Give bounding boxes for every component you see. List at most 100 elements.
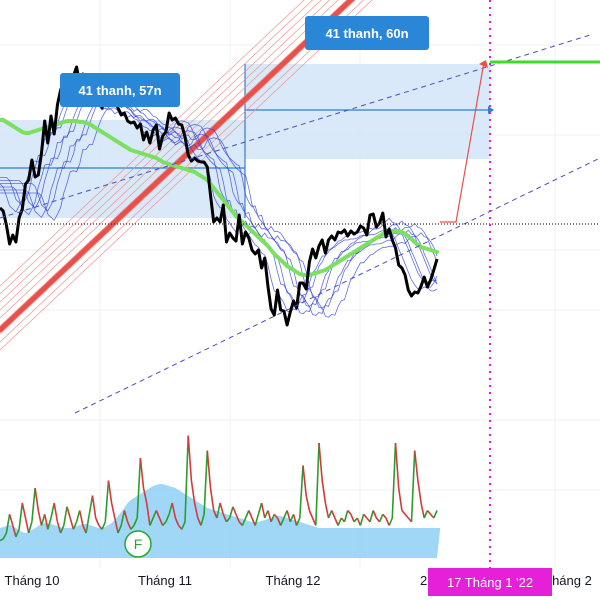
oscillator-segment	[193, 502, 199, 519]
oscillator-segment	[264, 510, 269, 519]
oscillator-segment	[117, 525, 122, 534]
long-ma-ribbon-line	[0, 0, 314, 295]
oscillator-segment	[251, 517, 256, 526]
oscillator-segment	[270, 513, 276, 523]
annotation-label-1: 41 thanh, 57n	[78, 83, 161, 98]
oscillator-segment	[235, 513, 240, 523]
oscillator-segment	[378, 513, 384, 523]
oscillator-segment	[324, 502, 330, 519]
oscillator-segment	[385, 517, 390, 526]
oscillator-segment	[37, 510, 43, 526]
long-ma-ribbon-line	[0, 0, 305, 287]
oscillator-segment	[267, 510, 272, 523]
oscillator-segment	[257, 502, 263, 515]
oscillator-segment	[53, 502, 59, 522]
oscillator-segment	[327, 510, 333, 519]
event-marker[interactable]: F	[124, 530, 152, 558]
oscillator-segment	[356, 517, 362, 526]
oscillator-segment	[158, 517, 164, 526]
oscillator-segment	[222, 513, 228, 523]
oscillator-segment	[388, 517, 394, 526]
oscillator-segment	[369, 510, 374, 523]
oscillator-segment	[209, 487, 215, 511]
oscillator-segment	[133, 517, 138, 526]
oscillator-segment	[228, 506, 234, 519]
oscillator-segment	[123, 510, 129, 523]
oscillator-segment	[165, 513, 170, 523]
oscillator-segment	[18, 502, 24, 530]
cursor-date-label: 17 Tháng 1 '22	[447, 575, 533, 590]
oscillator-segment	[171, 502, 177, 519]
oscillator-segment	[337, 517, 343, 526]
long-ma-ribbon-line	[0, 0, 348, 327]
volume-layer	[0, 484, 441, 558]
oscillator-segment	[321, 480, 327, 504]
projection-arrow	[479, 60, 488, 68]
channel-lower	[74, 157, 600, 414]
oscillator-segment	[47, 517, 52, 530]
oscillator-segment	[302, 465, 307, 496]
oscillator-segment	[394, 442, 400, 489]
oscillator-segment	[8, 514, 14, 526]
oscillator-segment	[382, 513, 387, 519]
oscillator-segment	[101, 521, 107, 530]
long-ma-line	[0, 0, 355, 333]
oscillator-segment	[174, 517, 180, 526]
oscillator-segment	[0, 538, 4, 542]
oscillator-segment	[318, 442, 323, 481]
oscillator-segment	[244, 510, 250, 519]
oscillator-segment	[69, 517, 75, 530]
oscillator-segment	[50, 502, 55, 519]
oscillator-layer	[0, 435, 438, 542]
oscillator-segment	[404, 513, 409, 519]
oscillator-segment	[241, 517, 247, 526]
oscillator-segment	[413, 450, 419, 481]
oscillator-segment	[21, 502, 27, 519]
projection-path	[440, 61, 485, 223]
oscillator-segment	[31, 487, 36, 522]
oscillator-segment	[114, 517, 119, 534]
oscillator-segment	[72, 521, 78, 530]
oscillator-segment	[139, 457, 145, 489]
oscillator-segment	[410, 450, 416, 522]
oscillator-segment	[433, 510, 438, 519]
oscillator-segment	[152, 510, 158, 519]
long-ma-ribbon-line	[0, 0, 331, 311]
oscillator-segment	[254, 514, 260, 526]
oscillator-segment	[187, 435, 193, 481]
oscillator-segment	[78, 510, 84, 526]
oscillator-segment	[248, 510, 253, 519]
oscillator-segment	[206, 450, 212, 489]
oscillator-segment	[260, 502, 266, 519]
oscillator-segment	[12, 525, 17, 538]
oscillator-segment	[168, 502, 173, 515]
x-tick-label: 2	[420, 573, 427, 588]
oscillator-segment	[350, 513, 355, 523]
annotation-badge-1: 41 thanh, 57n	[60, 73, 180, 107]
oscillator-segment	[2, 532, 8, 540]
oscillator-segment	[75, 510, 81, 523]
oscillator-segment	[149, 517, 154, 526]
oscillator-segment	[34, 487, 40, 511]
oscillator-segment	[126, 521, 132, 530]
long-ma-ribbon-line	[0, 0, 356, 335]
cursor-date-badge: 17 Tháng 1 '22	[428, 568, 552, 596]
oscillator-segment	[308, 510, 314, 519]
oscillator-segment	[203, 450, 209, 515]
oscillator-segment	[145, 502, 151, 526]
oscillator-segment	[426, 509, 432, 515]
oscillator-segment	[283, 510, 288, 519]
oscillator-segment	[197, 517, 202, 526]
oscillator-segment	[59, 525, 65, 534]
oscillator-segment	[286, 510, 292, 523]
oscillator-segment	[216, 502, 221, 519]
oscillator-segment	[184, 435, 189, 522]
long-ma-ribbon-line	[0, 0, 373, 351]
oscillator-segment	[104, 480, 110, 522]
oscillator-segment	[347, 509, 352, 515]
oscillator-segment	[85, 514, 91, 534]
oscillator-segment	[5, 514, 11, 534]
oscillator-segment	[43, 514, 49, 530]
oscillator-segment	[273, 513, 279, 519]
oscillator-segment	[40, 514, 46, 526]
